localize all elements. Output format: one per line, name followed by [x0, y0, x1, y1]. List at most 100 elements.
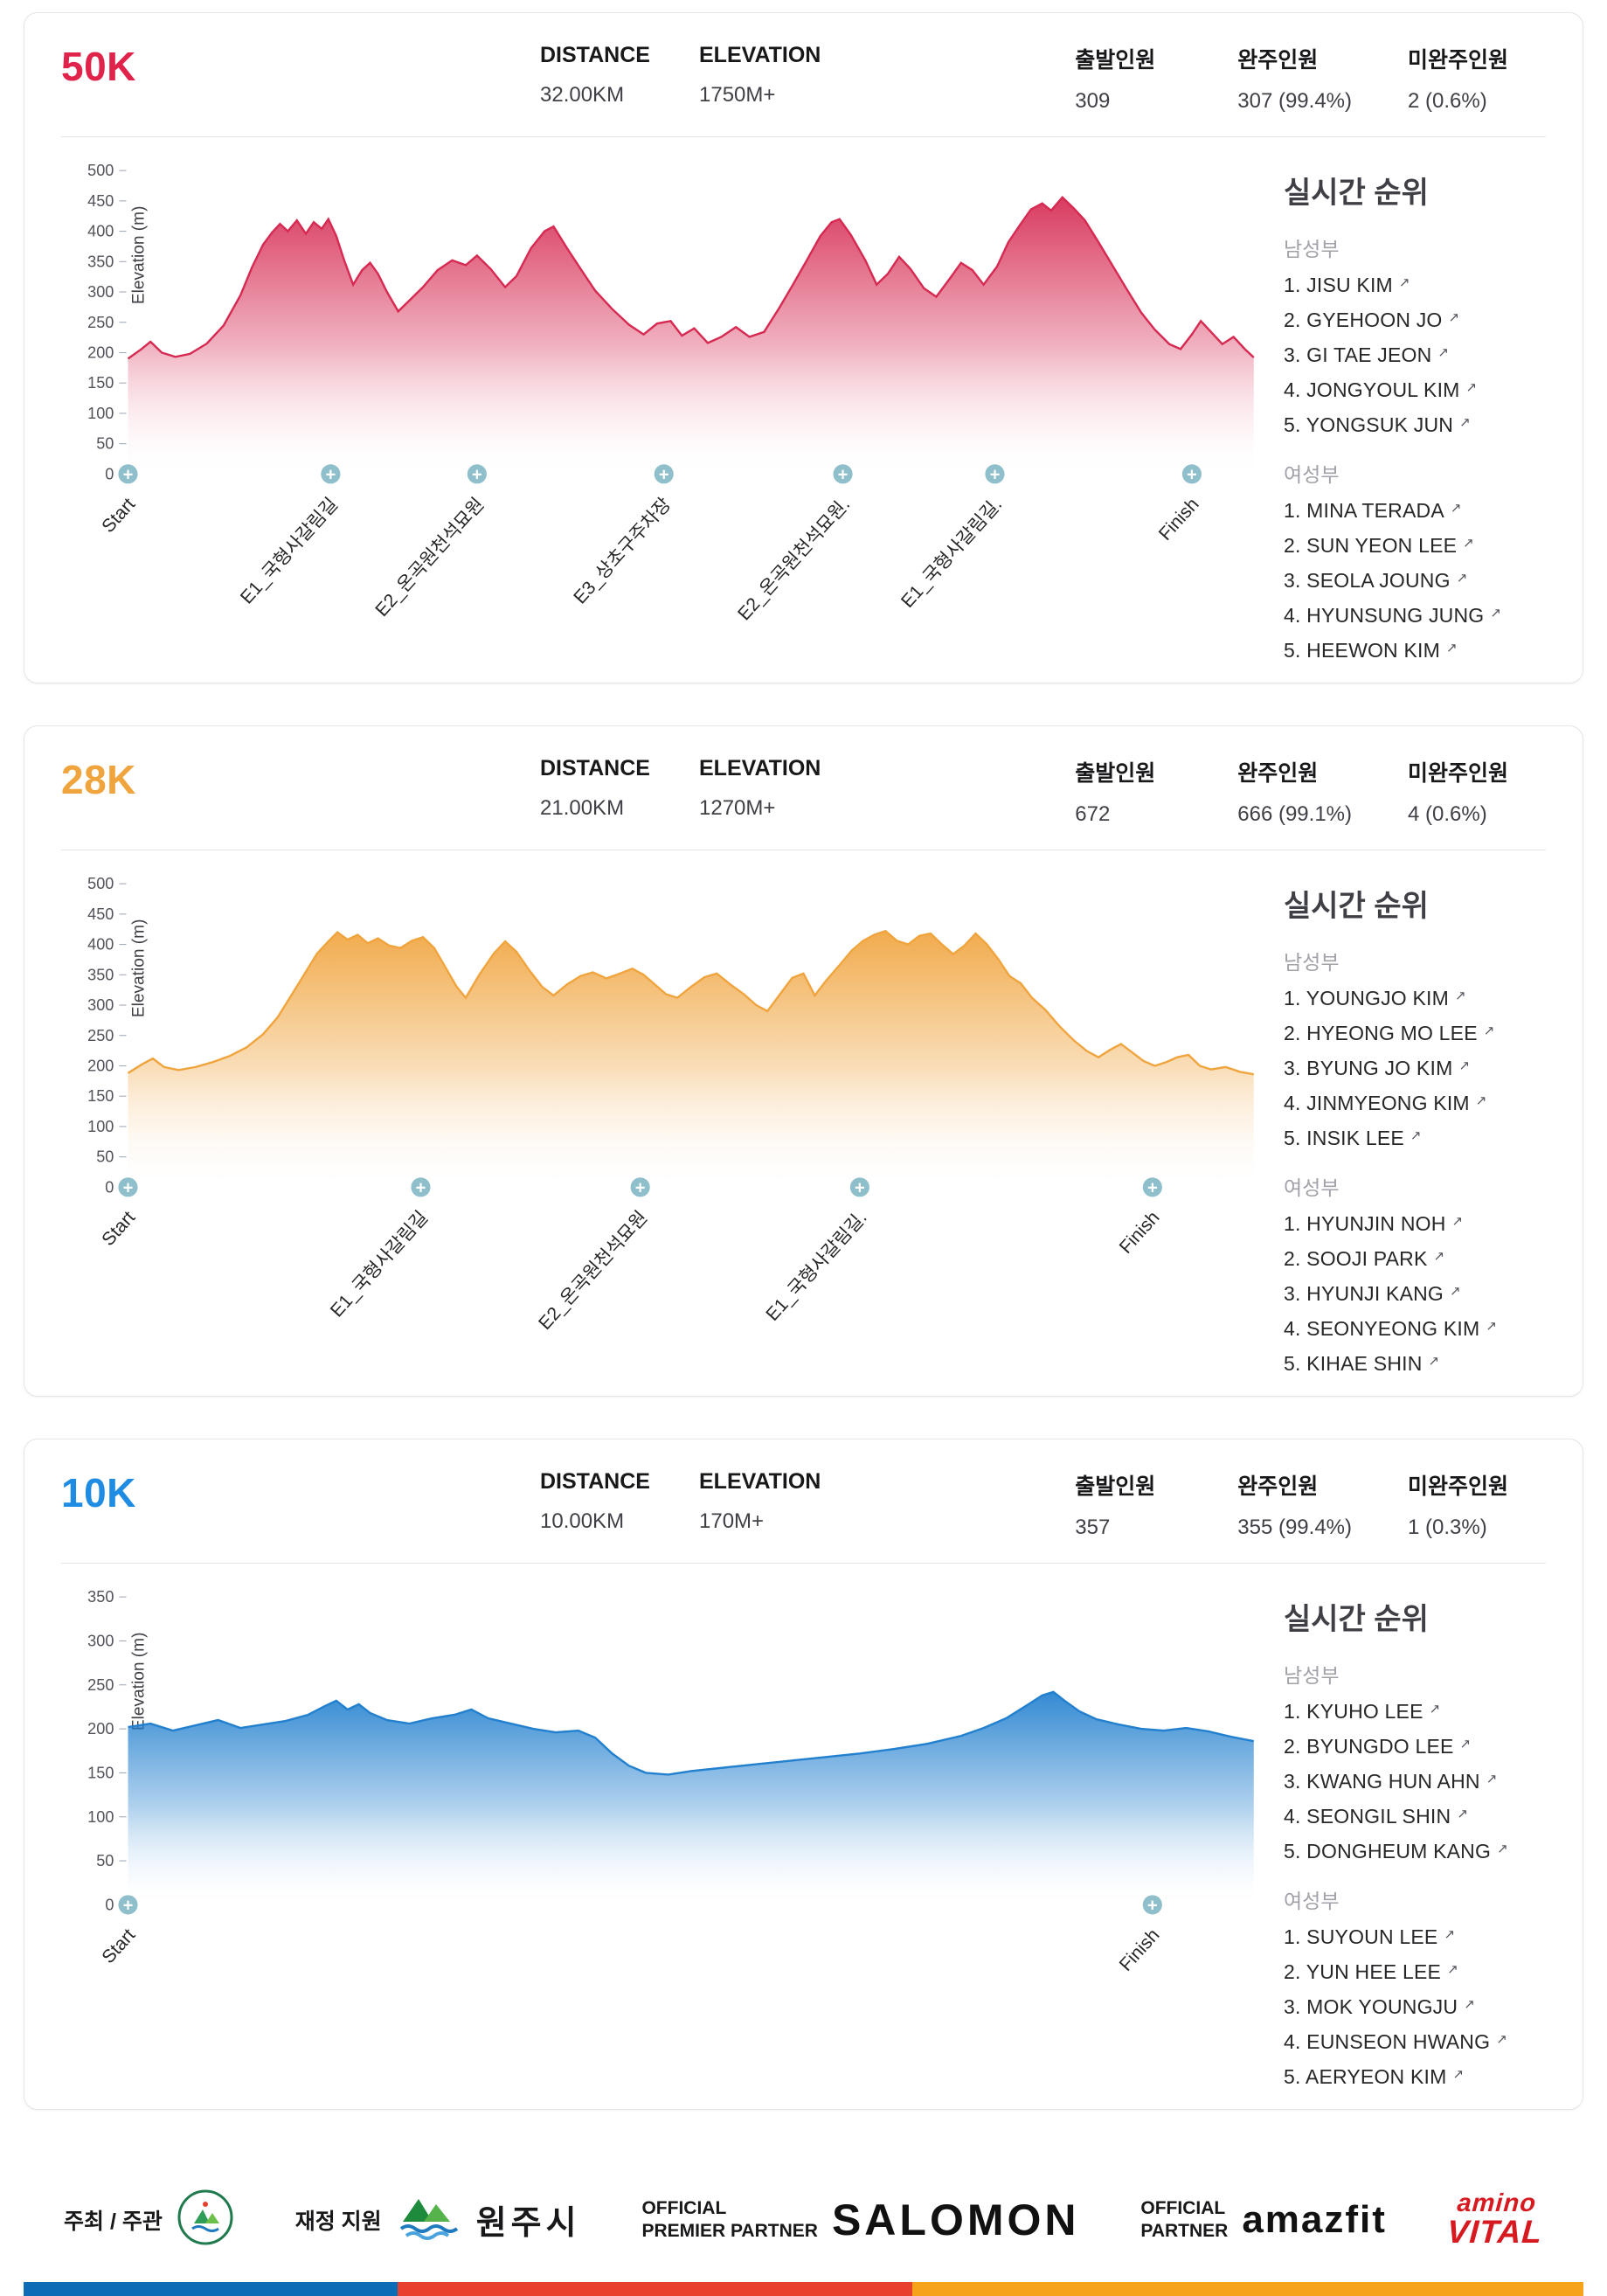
y-axis-tick-label: 150 — [87, 1764, 114, 1781]
host-group: 주최 / 주관 — [64, 2188, 234, 2251]
runner-name: 5. INSIK LEE — [1284, 1127, 1404, 1149]
ranking-item[interactable]: 3. GI TAE JEON ↗ — [1284, 343, 1546, 367]
checkpoint-label: E1_국형사갈림길. — [897, 494, 1006, 612]
race-card-header: 10K DISTANCE 10.00KM ELEVATION 170M+ 출발인… — [61, 1469, 1546, 1540]
checkpoint-marker[interactable] — [654, 464, 674, 484]
external-link-icon: ↗ — [1465, 380, 1478, 395]
rankings-groups: 남성부 1. YOUNGJO KIM ↗ 2. HYEONG MO LEE ↗ 3. BY… — [1284, 946, 1546, 1376]
ranking-item[interactable]: 4. SEONYEONG KIM ↗ — [1284, 1317, 1546, 1341]
ranking-item[interactable]: 5. INSIK LEE ↗ — [1284, 1127, 1546, 1150]
elevation-line — [128, 1690, 1254, 1776]
ranking-item[interactable]: 2. SOOJI PARK ↗ — [1284, 1247, 1546, 1271]
ranking-item[interactable]: 2. SUN YEON LEE ↗ — [1284, 534, 1546, 558]
ranking-item[interactable]: 5. KIHAE SHIN ↗ — [1284, 1352, 1546, 1376]
plus-icon: + — [855, 1178, 865, 1197]
ranking-item[interactable]: 4. JONGYOUL KIM ↗ — [1284, 378, 1546, 402]
checkpoint-marker[interactable] — [1142, 1177, 1162, 1197]
ranking-item[interactable]: 2. YUN HEE LEE ↗ — [1284, 1960, 1546, 1984]
ranking-item[interactable]: 4. EUNSEON HWANG ↗ — [1284, 2030, 1546, 2054]
race-card-header: 50K DISTANCE 32.00KM ELEVATION 1750M+ 출발… — [61, 43, 1546, 114]
distance-metric: DISTANCE 10.00KM — [540, 1469, 699, 1534]
ranking-item[interactable]: 3. SEOLA JOUNG ↗ — [1284, 569, 1546, 593]
ranking-item[interactable]: 5. YONGSUK JUN ↗ — [1284, 413, 1546, 437]
elevation-chart-50k: 0 50 100 150 200 250 300 350 400 450 500 Elevation … — [61, 153, 1284, 674]
elevation-value: 1270M+ — [699, 796, 776, 820]
plus-icon: + — [659, 465, 669, 484]
ranking-item[interactable]: 3. BYUNG JO KIM ↗ — [1284, 1057, 1546, 1080]
external-link-icon: ↗ — [1447, 1962, 1458, 1977]
ranking-item[interactable]: 1. YOUNGJO KIM ↗ — [1284, 987, 1546, 1010]
ranking-item[interactable]: 1. JISU KIM ↗ — [1284, 274, 1546, 297]
stripe-segment — [912, 2282, 1583, 2296]
checkpoint-marker[interactable] — [411, 1177, 431, 1197]
funding-label: 재정 지원 — [294, 2209, 382, 2234]
y-axis-tick-label: 100 — [87, 1808, 114, 1826]
participation-stats: 출발인원 357 완주인원 355 (99.4%) 미완주인원 1 (0.3%) — [1075, 1469, 1546, 1540]
elevation-metric: ELEVATION 1270M+ — [699, 756, 883, 821]
checkpoint-marker[interactable] — [118, 464, 138, 484]
y-axis-tick-label: 50 — [96, 1148, 114, 1166]
checkpoint-marker[interactable] — [1181, 464, 1202, 484]
ranking-item[interactable]: 4. SEONGIL SHIN ↗ — [1284, 1805, 1546, 1828]
checkpoint-marker[interactable] — [849, 1177, 869, 1197]
checkpoint-label: E1_국형사갈림길. — [762, 1207, 871, 1325]
runner-name: 5. AERYEON KIM — [1284, 2065, 1447, 2088]
external-link-icon: ↗ — [1497, 1842, 1508, 1856]
y-axis-tick-label: 250 — [87, 1676, 114, 1694]
ranking-item[interactable]: 5. AERYEON KIM ↗ — [1284, 2065, 1546, 2089]
checkpoint-marker[interactable] — [985, 464, 1005, 484]
checkpoint-marker[interactable] — [118, 1895, 138, 1915]
ranking-item[interactable]: 4. HYUNSUNG JUNG ↗ — [1284, 604, 1546, 628]
external-link-icon: ↗ — [1433, 1249, 1445, 1264]
starters-label: 출발인원 — [1075, 761, 1156, 786]
checkpoint-label: Finish — [1155, 495, 1203, 545]
elevation-metric: ELEVATION 170M+ — [699, 1469, 883, 1534]
ranking-item[interactable]: 2. GYEHOON JO ↗ — [1284, 309, 1546, 332]
runner-name: 3. KWANG HUN AHN — [1284, 1770, 1480, 1793]
starters-stat: 출발인원 672 — [1075, 756, 1181, 827]
dnf-label: 미완주인원 — [1408, 1474, 1509, 1499]
finishers-stat: 완주인원 666 (99.1%) — [1237, 756, 1352, 827]
ranking-item[interactable]: 1. MINA TERADA ↗ — [1284, 499, 1546, 523]
external-link-icon: ↗ — [1490, 606, 1502, 621]
distance-label: DISTANCE — [540, 756, 650, 780]
race-card-10k: 10K DISTANCE 10.00KM ELEVATION 170M+ 출발인… — [24, 1439, 1583, 2110]
plus-icon: + — [1147, 1896, 1158, 1915]
ranking-item[interactable]: 5. DONGHEUM KANG ↗ — [1284, 1840, 1546, 1863]
checkpoint-label: Start — [98, 1925, 139, 1967]
chart-row: 0 50 100 150 200 250 300 350 400 450 500 Elevation … — [61, 850, 1546, 1387]
organizer-seal-logo — [177, 2188, 234, 2251]
runner-name: 1. JISU KIM — [1284, 274, 1393, 296]
aminovital-logo: amino VITAL — [1445, 2189, 1546, 2250]
ranking-item[interactable]: 3. MOK YOUNGJU ↗ — [1284, 1995, 1546, 2019]
checkpoint-label: E1_국형사갈림길 — [326, 1207, 432, 1321]
starters-stat: 출발인원 357 — [1075, 1469, 1181, 1540]
ranking-item[interactable]: 1. HYUNJIN NOH ↗ — [1284, 1212, 1546, 1236]
checkpoint-marker[interactable] — [118, 1177, 138, 1197]
ranking-item[interactable]: 5. HEEWON KIM ↗ — [1284, 639, 1546, 662]
dnf-value: 1 (0.3%) — [1408, 1516, 1487, 1539]
checkpoint-marker[interactable] — [467, 464, 487, 484]
ranking-item[interactable]: 4. JINMYEONG KIM ↗ — [1284, 1092, 1546, 1115]
checkpoint-marker[interactable] — [321, 464, 341, 484]
ranking-group-label: 남성부 — [1284, 238, 1340, 260]
ranking-item[interactable]: 2. BYUNGDO LEE ↗ — [1284, 1735, 1546, 1758]
race-title: 10K — [61, 1470, 136, 1516]
partner-group: OFFICIAL PARTNER amazfit — [1140, 2197, 1387, 2241]
ranking-item[interactable]: 1. SUYOUN LEE ↗ — [1284, 1925, 1546, 1949]
elevation-value: 1750M+ — [699, 83, 776, 107]
footer-stripe — [24, 2282, 1583, 2296]
elevation-area — [128, 931, 1254, 1188]
ranking-item[interactable]: 1. KYUHO LEE ↗ — [1284, 1700, 1546, 1724]
rankings-panel: 실시간 순위 남성부 1. YOUNGJO KIM ↗ 2. HYEONG MO LE… — [1284, 866, 1546, 1387]
ranking-item[interactable]: 3. KWANG HUN AHN ↗ — [1284, 1770, 1546, 1793]
checkpoint-marker[interactable] — [833, 464, 853, 484]
ranking-item[interactable]: 2. HYEONG MO LEE ↗ — [1284, 1022, 1546, 1045]
external-link-icon: ↗ — [1410, 1128, 1422, 1143]
ranking-item[interactable]: 3. HYUNJI KANG ↗ — [1284, 1282, 1546, 1306]
checkpoint-marker[interactable] — [1142, 1895, 1162, 1915]
funding-group: 재정 지원 원주시 — [295, 2192, 581, 2247]
external-link-icon: ↗ — [1448, 310, 1460, 325]
amazfit-logo: amazfit — [1242, 2197, 1387, 2241]
checkpoint-marker[interactable] — [630, 1177, 650, 1197]
